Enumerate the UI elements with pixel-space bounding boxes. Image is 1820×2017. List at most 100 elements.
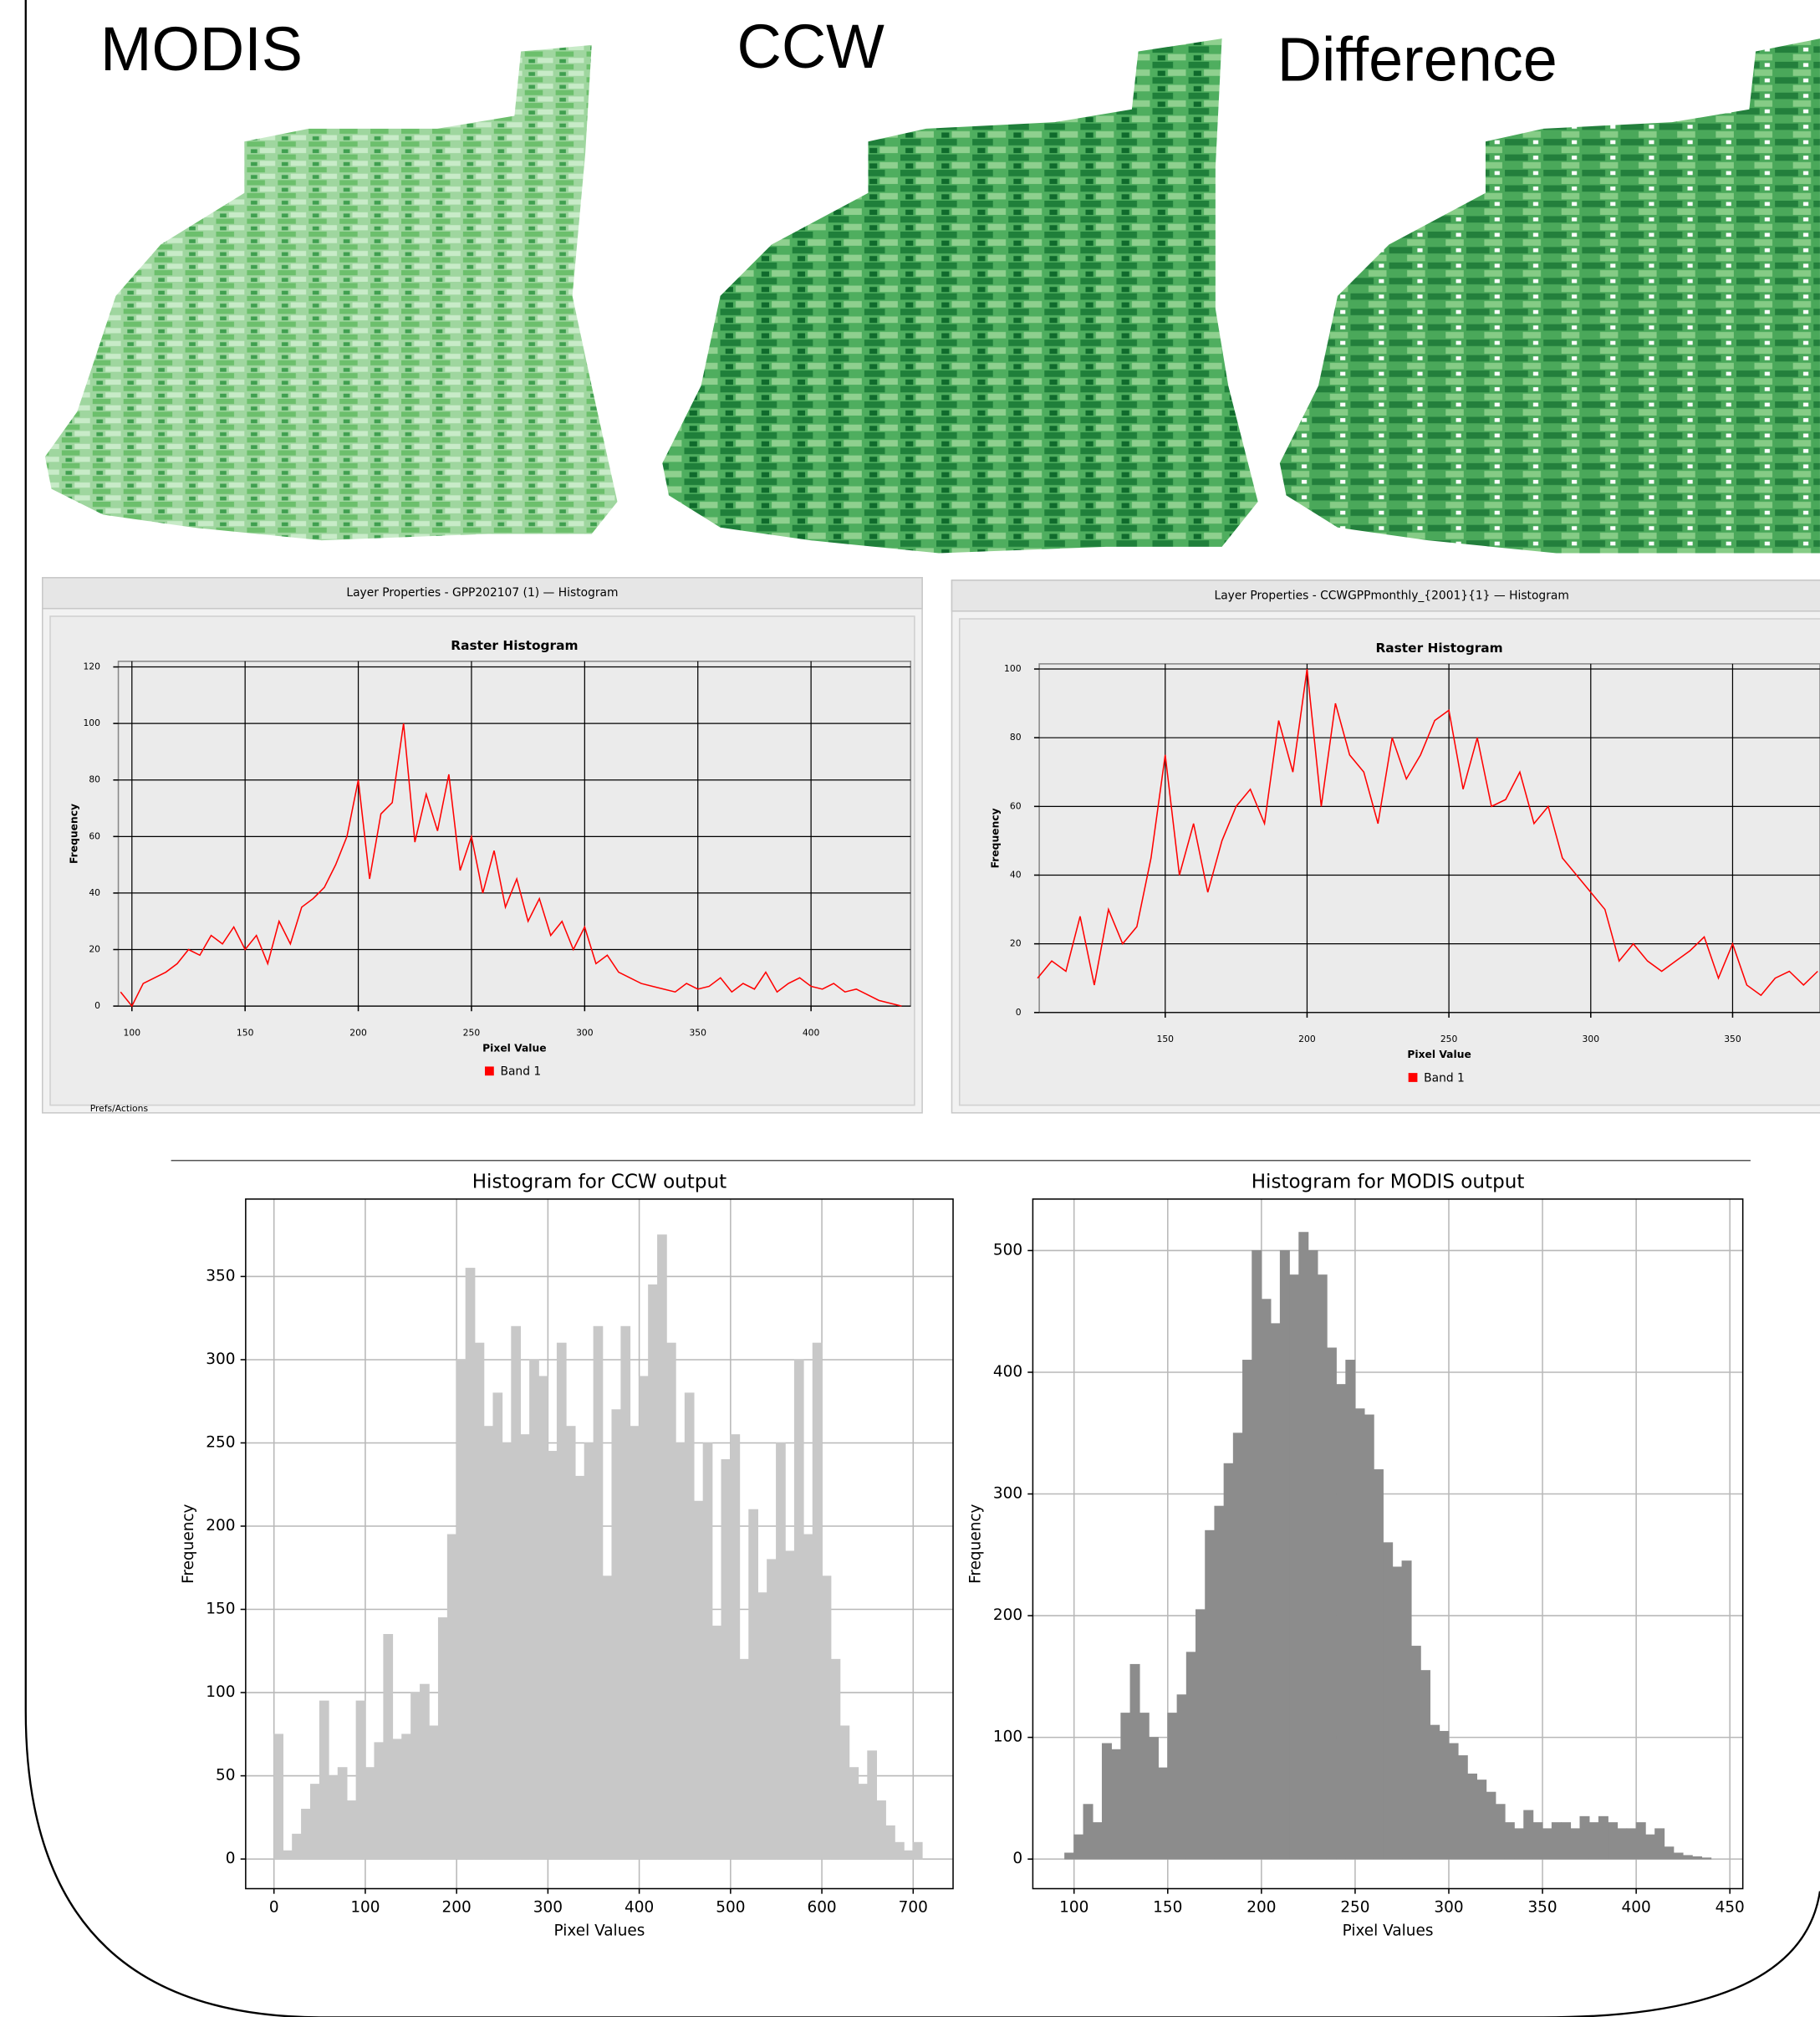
- map-difference: [1280, 38, 1820, 553]
- x-tick-label: 100: [350, 1899, 380, 1917]
- bar: [1514, 1829, 1523, 1859]
- bar: [785, 1551, 794, 1859]
- y-tick-label: 0: [1016, 1007, 1022, 1018]
- window-title: Layer Properties - GPP202107 (1) — Histo…: [346, 586, 618, 600]
- bar: [603, 1576, 612, 1859]
- bar: [538, 1376, 548, 1859]
- bar: [365, 1768, 375, 1859]
- bar: [703, 1443, 712, 1859]
- footer-button: Prefs/Actions: [90, 1103, 149, 1114]
- bar: [1215, 1506, 1224, 1859]
- bar: [831, 1659, 840, 1859]
- y-tick-label: 100: [1004, 663, 1022, 674]
- bar: [913, 1842, 922, 1859]
- bar: [1665, 1847, 1674, 1860]
- bar: [1149, 1738, 1158, 1860]
- bar: [1299, 1233, 1308, 1860]
- bar: [274, 1734, 283, 1859]
- bar: [1159, 1768, 1168, 1859]
- bar: [813, 1343, 822, 1859]
- bar: [347, 1800, 356, 1859]
- bar: [1477, 1780, 1486, 1860]
- bar: [1702, 1858, 1711, 1859]
- bar: [794, 1360, 803, 1859]
- y-tick-label: 100: [993, 1728, 1022, 1746]
- bar: [675, 1443, 685, 1859]
- x-tick-label: 250: [463, 1027, 481, 1038]
- bar: [420, 1684, 429, 1859]
- y-tick-label: 150: [206, 1601, 235, 1618]
- x-axis-label: Pixel Value: [482, 1042, 546, 1054]
- x-tick-label: 200: [349, 1027, 367, 1038]
- bar: [438, 1617, 447, 1859]
- x-tick-label: 150: [1157, 1034, 1175, 1044]
- bar: [319, 1701, 329, 1859]
- bar: [1112, 1749, 1121, 1859]
- chart-title: Histogram for MODIS output: [1252, 1171, 1525, 1192]
- x-tick-label: 300: [576, 1027, 594, 1038]
- y-tick-label: 250: [206, 1433, 235, 1451]
- bar: [475, 1343, 484, 1859]
- y-tick-label: 300: [993, 1485, 1022, 1503]
- bar: [859, 1785, 868, 1860]
- x-axis-label: Pixel Values: [554, 1922, 645, 1939]
- bar: [1102, 1744, 1111, 1859]
- x-tick-label: 250: [1440, 1034, 1458, 1044]
- y-axis-label: Frequency: [180, 1504, 197, 1583]
- bar: [694, 1501, 703, 1859]
- bar: [584, 1443, 594, 1859]
- x-tick-label: 400: [625, 1899, 654, 1917]
- bar: [575, 1476, 584, 1859]
- bar: [1505, 1822, 1514, 1859]
- bar: [1420, 1671, 1430, 1860]
- bar: [1430, 1725, 1440, 1859]
- bar: [356, 1701, 365, 1859]
- bar: [1467, 1774, 1476, 1859]
- bar: [1168, 1713, 1177, 1860]
- y-tick-label: 40: [89, 887, 100, 898]
- bar: [1608, 1822, 1618, 1859]
- bar: [1692, 1856, 1701, 1859]
- y-tick-label: 60: [89, 830, 100, 841]
- x-tick-label: 150: [237, 1027, 254, 1038]
- bar: [1093, 1822, 1102, 1859]
- x-tick-label: 350: [1724, 1034, 1741, 1044]
- y-tick-label: 0: [226, 1850, 236, 1867]
- y-tick-label: 120: [83, 661, 100, 672]
- y-tick-label: 350: [206, 1267, 235, 1284]
- y-tick-label: 200: [993, 1606, 1022, 1624]
- x-tick-label: 400: [1622, 1899, 1651, 1917]
- bar: [1121, 1713, 1130, 1860]
- map-title: Difference: [1277, 24, 1557, 94]
- bar: [484, 1427, 493, 1860]
- bar: [1402, 1561, 1411, 1860]
- chart-title: Raster Histogram: [1375, 641, 1502, 656]
- bar: [594, 1326, 603, 1859]
- bar: [1262, 1300, 1271, 1859]
- figure: MODIS CCW Difference Layer Properties - …: [0, 0, 1820, 2017]
- bar: [1318, 1275, 1327, 1860]
- bar: [1327, 1348, 1336, 1859]
- y-tick-label: 20: [1010, 938, 1022, 949]
- bar: [1486, 1792, 1496, 1859]
- bar: [1598, 1816, 1608, 1859]
- y-tick-label: 100: [206, 1683, 235, 1701]
- plot-area: [1039, 664, 1820, 1013]
- x-tick-label: 450: [1715, 1899, 1745, 1917]
- y-tick-label: 0: [94, 1000, 100, 1011]
- bar: [1411, 1646, 1420, 1859]
- bar: [657, 1235, 666, 1859]
- bar: [1206, 1530, 1215, 1859]
- bar: [566, 1427, 575, 1860]
- bar: [1618, 1829, 1627, 1859]
- bar: [776, 1443, 785, 1859]
- bar: [1280, 1250, 1289, 1859]
- chart-title: Histogram for CCW output: [472, 1171, 726, 1192]
- bar: [293, 1834, 302, 1859]
- bar: [1364, 1415, 1374, 1859]
- map-title: CCW: [737, 12, 885, 81]
- bar: [740, 1659, 749, 1859]
- y-tick-label: 400: [993, 1363, 1022, 1381]
- bar: [1533, 1822, 1542, 1859]
- bar: [1139, 1713, 1149, 1860]
